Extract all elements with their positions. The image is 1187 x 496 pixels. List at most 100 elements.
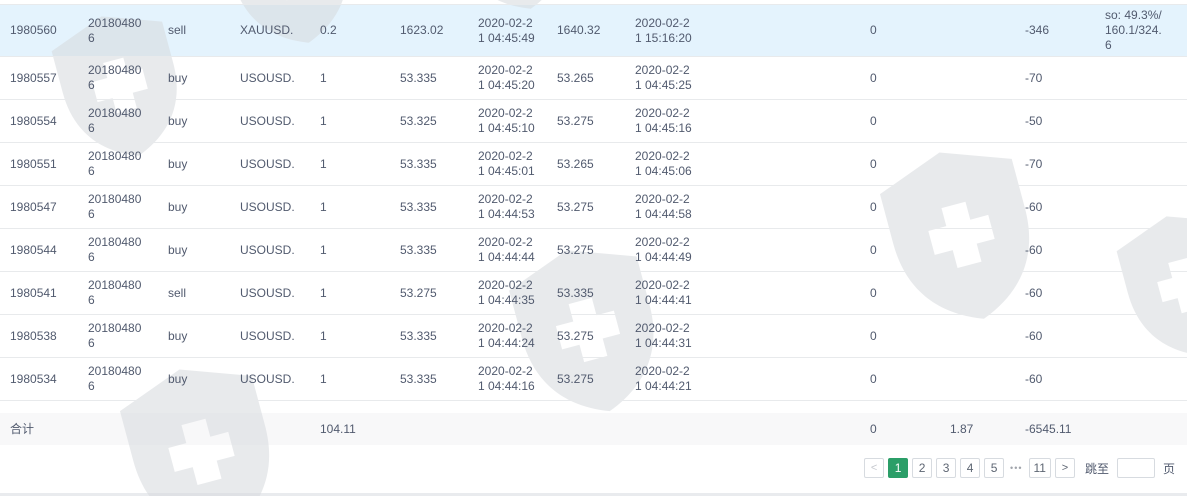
cell-comment bbox=[1095, 243, 1187, 258]
cell-close-time: 2020-02-21 04:44:21 bbox=[635, 364, 692, 393]
prev-page-button[interactable]: < bbox=[864, 458, 885, 478]
cell-close-price: 53.265 bbox=[557, 70, 594, 85]
cell-open-price: 53.335 bbox=[400, 70, 437, 85]
cell-account: 201804806 bbox=[88, 192, 142, 221]
cell-direction: buy bbox=[168, 328, 188, 343]
page-unit-label: 页 bbox=[1162, 461, 1175, 476]
cell-profit: -60 bbox=[1025, 371, 1043, 386]
summary-commission-total: 0 bbox=[870, 421, 877, 436]
table-row[interactable]: 1980541 201804806 sell USOUSD. 1 53.275 … bbox=[0, 272, 1187, 315]
cell-close-time: 2020-02-21 04:44:58 bbox=[635, 192, 692, 221]
cell-profit: -50 bbox=[1025, 113, 1043, 128]
next-page-button[interactable]: > bbox=[1054, 458, 1075, 478]
trades-table: 1980560 201804806 sell XAUUSD. 0.2 1623.… bbox=[0, 4, 1187, 401]
cell-direction: buy bbox=[168, 113, 188, 128]
summary-profit-total: -6545.11 bbox=[1025, 421, 1072, 436]
cell-commission: 0 bbox=[870, 23, 877, 37]
page-button-3[interactable]: 3 bbox=[936, 458, 957, 478]
cell-close-time: 2020-02-21 04:44:41 bbox=[635, 278, 692, 307]
cell-account: 201804806 bbox=[88, 15, 142, 45]
cell-comment bbox=[1095, 114, 1187, 129]
cell-close-price: 53.275 bbox=[557, 113, 594, 128]
cell-open-time: 2020-02-21 04:44:44 bbox=[478, 235, 535, 264]
cell-order-id: 1980534 bbox=[10, 371, 57, 386]
cell-profit: -346 bbox=[1025, 23, 1050, 37]
cell-close-price: 53.265 bbox=[557, 156, 594, 171]
table-row[interactable]: 1980538 201804806 buy USOUSD. 1 53.335 2… bbox=[0, 315, 1187, 358]
cell-account: 201804806 bbox=[88, 106, 142, 135]
cell-open-price: 53.335 bbox=[400, 328, 437, 343]
cell-symbol: USOUSD. bbox=[240, 328, 295, 343]
cell-account: 201804806 bbox=[88, 63, 142, 92]
cell-symbol: XAUUSD. bbox=[240, 23, 294, 37]
cell-direction: sell bbox=[168, 285, 187, 300]
cell-order-id: 1980541 bbox=[10, 285, 57, 300]
selected-row-highlight bbox=[0, 5, 1187, 57]
cell-comment bbox=[1095, 157, 1187, 172]
cell-close-time: 2020-02-21 04:45:25 bbox=[635, 63, 692, 92]
cell-symbol: USOUSD. bbox=[240, 242, 295, 257]
cell-profit: -60 bbox=[1025, 285, 1043, 300]
cell-volume: 0.2 bbox=[320, 23, 337, 37]
cell-comment bbox=[1095, 286, 1187, 301]
cell-profit: -70 bbox=[1025, 156, 1043, 171]
summary-volume-total: 104.11 bbox=[320, 421, 356, 436]
cell-symbol: USOUSD. bbox=[240, 199, 295, 214]
page-button-4[interactable]: 4 bbox=[960, 458, 981, 478]
pagination-ellipsis-icon[interactable]: ••• bbox=[1010, 463, 1023, 473]
cell-account: 201804806 bbox=[88, 321, 142, 350]
cell-open-time: 2020-02-21 04:45:20 bbox=[478, 63, 535, 92]
cell-open-time: 2020-02-21 04:44:24 bbox=[478, 321, 535, 350]
summary-label: 合计 bbox=[10, 421, 35, 436]
cell-order-id: 1980554 bbox=[10, 113, 57, 128]
page-button-5[interactable]: 5 bbox=[984, 458, 1005, 478]
page-button-1[interactable]: 1 bbox=[888, 458, 909, 478]
cell-close-price: 53.275 bbox=[557, 242, 594, 257]
table-row[interactable]: 1980544 201804806 buy USOUSD. 1 53.335 2… bbox=[0, 229, 1187, 272]
cell-direction: buy bbox=[168, 199, 188, 214]
cell-close-time: 2020-02-21 04:44:49 bbox=[635, 235, 692, 264]
cell-close-time: 2020-02-21 04:44:31 bbox=[635, 321, 692, 350]
cell-symbol: USOUSD. bbox=[240, 371, 295, 386]
cell-profit: -60 bbox=[1025, 242, 1043, 257]
page-jump-input[interactable] bbox=[1116, 458, 1155, 478]
cell-open-time: 2020-02-21 04:44:16 bbox=[478, 364, 535, 393]
jump-to-label: 跳至 bbox=[1084, 461, 1109, 476]
cell-account: 201804806 bbox=[88, 364, 142, 393]
cell-commission: 0 bbox=[870, 328, 877, 343]
table-row[interactable]: 1980554 201804806 buy USOUSD. 1 53.325 2… bbox=[0, 100, 1187, 143]
cell-order-id: 1980547 bbox=[10, 199, 57, 214]
cell-commission: 0 bbox=[870, 113, 877, 128]
cell-close-time: 2020-02-21 15:16:20 bbox=[635, 15, 692, 45]
cell-close-price: 1640.32 bbox=[557, 23, 601, 37]
page-button-2[interactable]: 2 bbox=[912, 458, 933, 478]
page-button-last[interactable]: 11 bbox=[1028, 458, 1051, 478]
cell-account: 201804806 bbox=[88, 149, 142, 178]
cell-symbol: USOUSD. bbox=[240, 285, 295, 300]
cell-order-id: 1980544 bbox=[10, 242, 57, 257]
cell-commission: 0 bbox=[870, 242, 877, 257]
table-row[interactable]: 1980551 201804806 buy USOUSD. 1 53.335 2… bbox=[0, 143, 1187, 186]
cell-volume: 1 bbox=[320, 328, 327, 343]
table-row[interactable]: 1980557 201804806 buy USOUSD. 1 53.335 2… bbox=[0, 57, 1187, 100]
cell-close-price: 53.335 bbox=[557, 285, 594, 300]
cell-profit: -60 bbox=[1025, 328, 1043, 343]
cell-close-time: 2020-02-21 04:45:16 bbox=[635, 106, 692, 135]
cell-direction: buy bbox=[168, 242, 188, 257]
cell-volume: 1 bbox=[320, 371, 327, 386]
cell-symbol: USOUSD. bbox=[240, 156, 295, 171]
table-row[interactable]: 1980547 201804806 buy USOUSD. 1 53.335 2… bbox=[0, 186, 1187, 229]
cell-open-price: 53.325 bbox=[400, 113, 437, 128]
cell-volume: 1 bbox=[320, 242, 327, 257]
table-row[interactable]: 1980534 201804806 buy USOUSD. 1 53.335 2… bbox=[0, 358, 1187, 401]
cell-open-price: 53.275 bbox=[400, 285, 437, 300]
cell-volume: 1 bbox=[320, 156, 327, 171]
cell-direction: buy bbox=[168, 156, 188, 171]
cell-commission: 0 bbox=[870, 156, 877, 171]
cell-volume: 1 bbox=[320, 113, 327, 128]
cell-open-price: 53.335 bbox=[400, 199, 437, 214]
table-row[interactable]: 1980560 201804806 sell XAUUSD. 0.2 1623.… bbox=[0, 5, 1187, 57]
